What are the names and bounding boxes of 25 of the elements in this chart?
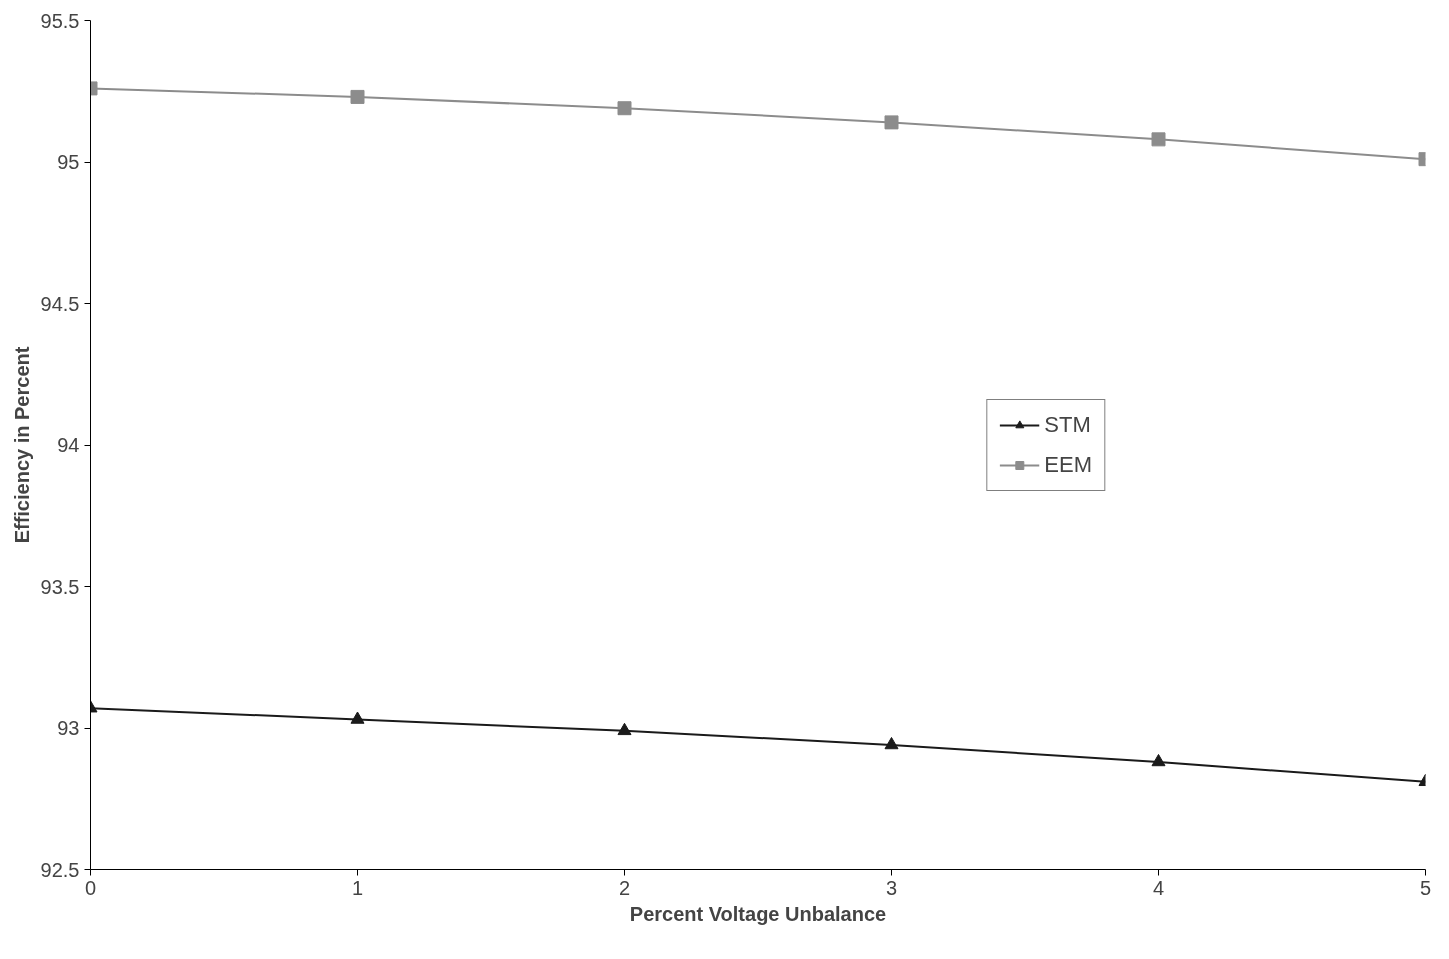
point [884,115,899,130]
point [1151,753,1166,767]
y-axis-title: Efficiency in Percent [10,346,33,544]
y-tick-label: 92.5 [40,858,80,881]
x-tick-label: 3 [885,876,898,899]
y-tick-label: 95.5 [40,9,80,32]
y-tick-label: 95 [57,151,80,173]
point [617,101,632,116]
x-tick-label: 4 [1152,876,1165,899]
x-axis-title: Percent Voltage Unbalance [629,902,887,925]
point [350,711,365,724]
y-tick-label: 94.5 [40,292,80,315]
x-tick-label: 0 [84,876,97,899]
legend-label: STM [1044,411,1091,438]
point [617,722,632,736]
legend-label: EEM [1044,451,1092,478]
x-tick-label: 2 [618,876,631,899]
y-tick-label: 94 [57,434,80,456]
y-tick-label: 93.5 [40,575,80,598]
x-tick-label: 5 [1419,876,1432,899]
point [884,736,899,750]
x-tick-label: 1 [351,876,364,899]
point [350,89,365,104]
point [1151,132,1166,147]
y-tick-label: 93 [57,717,80,739]
